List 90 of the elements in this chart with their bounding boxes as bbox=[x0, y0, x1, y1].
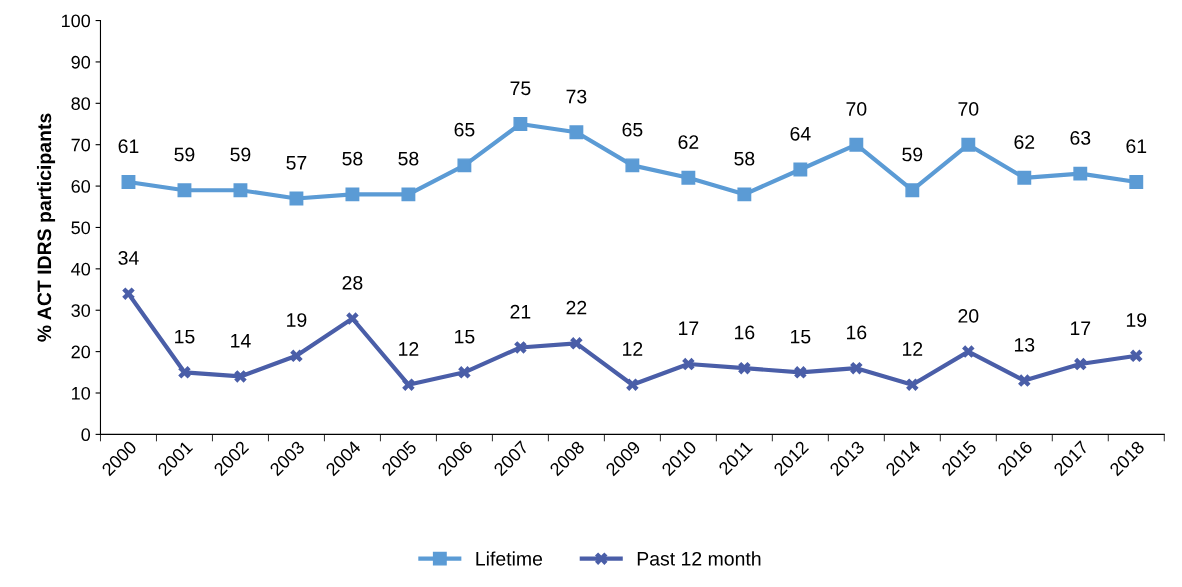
data-label: 12 bbox=[399, 342, 419, 356]
point bbox=[1130, 349, 1143, 362]
point bbox=[962, 345, 975, 358]
y-axis-title: % ACT IDRS participants bbox=[36, 113, 56, 342]
point bbox=[289, 191, 304, 206]
y-tick-label: 80 bbox=[71, 97, 91, 111]
data-label: 73 bbox=[566, 89, 587, 104]
data-label: 28 bbox=[342, 275, 363, 290]
point bbox=[905, 183, 920, 198]
y-tick-label: 60 bbox=[71, 180, 91, 193]
data-label: 16 bbox=[847, 325, 867, 340]
legend-label: Lifetime bbox=[476, 551, 543, 566]
y-tick-label: 10 bbox=[72, 386, 91, 400]
data-label: 65 bbox=[454, 122, 475, 137]
point bbox=[738, 361, 751, 375]
y-tick-label: 20 bbox=[71, 345, 91, 359]
data-label: 13 bbox=[1014, 337, 1035, 352]
data-label: 12 bbox=[902, 342, 923, 356]
point bbox=[178, 366, 191, 379]
point bbox=[514, 341, 527, 354]
point bbox=[849, 137, 864, 152]
point bbox=[513, 117, 528, 131]
data-label: 59 bbox=[230, 147, 251, 162]
y-tick-label: 90 bbox=[71, 55, 91, 69]
data-label: 59 bbox=[174, 147, 195, 162]
data-label: 70 bbox=[846, 102, 867, 116]
point bbox=[737, 187, 752, 202]
y-tick-label: 50 bbox=[71, 221, 91, 235]
data-label: 61 bbox=[118, 139, 139, 154]
data-label: 59 bbox=[902, 147, 923, 162]
data-label: 22 bbox=[566, 300, 587, 315]
data-label: 15 bbox=[791, 329, 811, 344]
data-label: 57 bbox=[286, 156, 307, 170]
point bbox=[458, 366, 471, 379]
data-label: 21 bbox=[510, 304, 531, 319]
data-label: 17 bbox=[1070, 321, 1091, 335]
y-tick-label: 70 bbox=[71, 138, 91, 152]
point bbox=[794, 366, 807, 379]
point bbox=[626, 378, 639, 391]
point bbox=[121, 174, 136, 189]
data-label: 62 bbox=[678, 135, 699, 149]
data-label: 61 bbox=[1126, 139, 1147, 154]
point bbox=[346, 312, 359, 325]
data-label: 62 bbox=[1014, 135, 1035, 149]
data-label: 64 bbox=[790, 126, 811, 141]
data-label: 75 bbox=[510, 81, 531, 96]
point bbox=[906, 378, 919, 391]
data-label: 15 bbox=[455, 329, 475, 344]
point bbox=[682, 357, 695, 371]
point bbox=[234, 370, 247, 383]
data-label: 19 bbox=[287, 313, 307, 327]
y-tick-label: 0 bbox=[81, 428, 91, 442]
data-label: 34 bbox=[118, 251, 139, 265]
point bbox=[961, 137, 976, 152]
point bbox=[401, 187, 416, 202]
point bbox=[1018, 374, 1031, 387]
point bbox=[681, 170, 696, 185]
point bbox=[1073, 166, 1088, 181]
point bbox=[345, 187, 360, 202]
data-label: 12 bbox=[623, 342, 643, 356]
data-label: 58 bbox=[342, 151, 363, 166]
point bbox=[793, 162, 808, 177]
data-label: 58 bbox=[734, 151, 755, 166]
data-label: 15 bbox=[175, 329, 195, 344]
point bbox=[1129, 174, 1144, 189]
point bbox=[850, 361, 863, 375]
y-tick-label: 100 bbox=[62, 14, 91, 28]
point bbox=[1074, 357, 1087, 371]
y-tick-label: 40 bbox=[71, 262, 91, 276]
point bbox=[457, 158, 472, 173]
data-label: 63 bbox=[1070, 131, 1091, 145]
point bbox=[1017, 170, 1032, 185]
legend-label: Past 12 month bbox=[637, 551, 761, 566]
data-label: 16 bbox=[735, 325, 755, 340]
data-label: 19 bbox=[1126, 313, 1147, 327]
point bbox=[402, 378, 415, 391]
point bbox=[290, 349, 303, 362]
point bbox=[177, 183, 192, 198]
point bbox=[570, 337, 583, 350]
data-label: 70 bbox=[958, 102, 979, 116]
point bbox=[569, 125, 584, 140]
data-label: 65 bbox=[622, 122, 643, 137]
point bbox=[233, 183, 248, 198]
point bbox=[625, 158, 640, 173]
data-label: 14 bbox=[231, 334, 251, 348]
data-label: 20 bbox=[958, 309, 979, 323]
point bbox=[122, 287, 135, 300]
data-label: 58 bbox=[398, 151, 419, 166]
data-label: 17 bbox=[679, 321, 699, 335]
y-tick-label: 30 bbox=[71, 304, 91, 317]
